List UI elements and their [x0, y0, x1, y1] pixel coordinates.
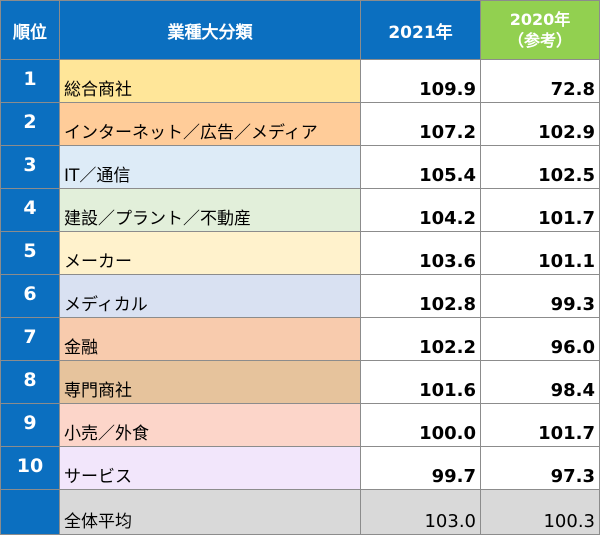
- value-2020-cell: 101.7: [480, 403, 600, 447]
- header-2020: 2020年 （参考）: [480, 0, 600, 60]
- total-row: 全体平均 103.0 100.3: [0, 489, 600, 535]
- category-cell: サービス: [59, 446, 361, 490]
- value-2021-cell: 104.2: [360, 188, 481, 232]
- table-row: 9 小売／外食 100.0 101.7: [0, 403, 600, 447]
- rank-cell: 4: [0, 188, 60, 232]
- value-2020-cell: 96.0: [480, 317, 600, 361]
- category-cell: メーカー: [59, 231, 361, 275]
- total-2020-cell: 100.3: [480, 489, 600, 535]
- category-cell: 総合商社: [59, 59, 361, 103]
- value-2021-cell: 103.6: [360, 231, 481, 275]
- value-2020-cell: 99.3: [480, 274, 600, 318]
- table-row: 8 専門商社 101.6 98.4: [0, 360, 600, 404]
- value-2021-cell: 109.9: [360, 59, 481, 103]
- rank-cell: 2: [0, 102, 60, 146]
- rank-cell: 8: [0, 360, 60, 404]
- value-2020-cell: 72.8: [480, 59, 600, 103]
- table-row: 6 メディカル 102.8 99.3: [0, 274, 600, 318]
- rank-cell: 7: [0, 317, 60, 361]
- value-2020-cell: 97.3: [480, 446, 600, 490]
- rank-cell-empty: [0, 489, 60, 535]
- rank-cell: 3: [0, 145, 60, 189]
- value-2021-cell: 102.2: [360, 317, 481, 361]
- rank-cell: 1: [0, 59, 60, 103]
- value-2021-cell: 105.4: [360, 145, 481, 189]
- header-2020-note: （参考）: [507, 31, 572, 50]
- value-2021-cell: 101.6: [360, 360, 481, 404]
- table-row: 1 総合商社 109.9 72.8: [0, 59, 600, 103]
- total-2021-cell: 103.0: [360, 489, 481, 535]
- header-rank: 順位: [0, 0, 60, 60]
- table-row: 2 インターネット／広告／メディア 107.2 102.9: [0, 102, 600, 146]
- value-2020-cell: 98.4: [480, 360, 600, 404]
- table-row: 7 金融 102.2 96.0: [0, 317, 600, 361]
- header-row: 順位 業種大分類 2021年 2020年 （参考）: [0, 0, 600, 60]
- rank-cell: 10: [0, 446, 60, 490]
- table-row: 3 IT／通信 105.4 102.5: [0, 145, 600, 189]
- category-cell: メディカル: [59, 274, 361, 318]
- table-row: 10 サービス 99.7 97.3: [0, 446, 600, 490]
- category-cell: 専門商社: [59, 360, 361, 404]
- table-row: 4 建設／プラント／不動産 104.2 101.7: [0, 188, 600, 232]
- header-2020-year: 2020年: [509, 10, 571, 29]
- table-row: 5 メーカー 103.6 101.1: [0, 231, 600, 275]
- rank-cell: 5: [0, 231, 60, 275]
- value-2021-cell: 100.0: [360, 403, 481, 447]
- value-2020-cell: 101.7: [480, 188, 600, 232]
- category-cell: インターネット／広告／メディア: [59, 102, 361, 146]
- value-2020-cell: 102.5: [480, 145, 600, 189]
- category-cell: 金融: [59, 317, 361, 361]
- value-2020-cell: 101.1: [480, 231, 600, 275]
- value-2021-cell: 99.7: [360, 446, 481, 490]
- category-cell: 小売／外食: [59, 403, 361, 447]
- total-label-cell: 全体平均: [59, 489, 361, 535]
- table-body: 1 総合商社 109.9 72.8 2 インターネット／広告／メディア 107.…: [0, 59, 600, 535]
- header-category: 業種大分類: [59, 0, 361, 60]
- category-cell: 建設／プラント／不動産: [59, 188, 361, 232]
- value-2021-cell: 107.2: [360, 102, 481, 146]
- value-2021-cell: 102.8: [360, 274, 481, 318]
- category-cell: IT／通信: [59, 145, 361, 189]
- header-2021: 2021年: [360, 0, 481, 60]
- rank-cell: 6: [0, 274, 60, 318]
- value-2020-cell: 102.9: [480, 102, 600, 146]
- rank-cell: 9: [0, 403, 60, 447]
